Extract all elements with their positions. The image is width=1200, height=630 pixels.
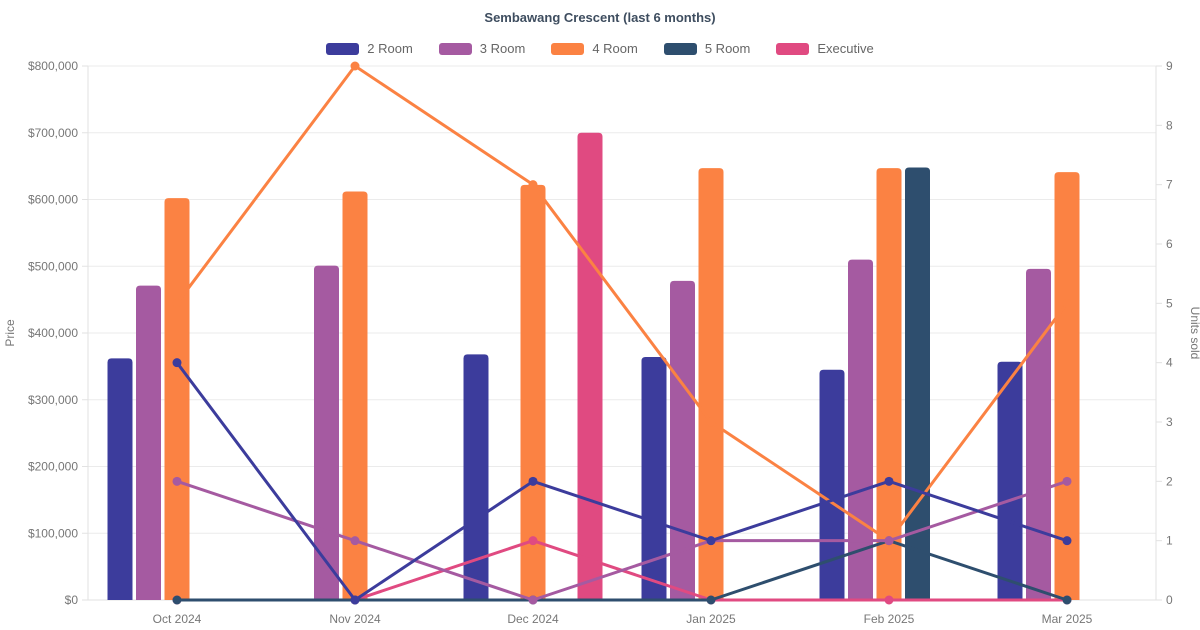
y-right-tick-label: 8 bbox=[1166, 118, 1173, 132]
y-right-tick-label: 7 bbox=[1166, 178, 1173, 192]
bar-4-room-feb-2025[interactable] bbox=[876, 168, 902, 600]
bar-2-room-oct-2024[interactable] bbox=[107, 358, 133, 600]
y-right-tick-label: 2 bbox=[1166, 474, 1173, 488]
legend-item-5-room[interactable]: 5 Room bbox=[663, 41, 751, 56]
y-axis-title-left: Price bbox=[3, 319, 17, 347]
line-3-room bbox=[175, 479, 1069, 602]
y-left-tick-label: $600,000 bbox=[28, 193, 78, 207]
legend-label: 5 Room bbox=[704, 41, 751, 56]
point-4-room-dec-2024[interactable] bbox=[528, 180, 538, 190]
point-3-room-oct-2024[interactable] bbox=[172, 476, 182, 486]
y-right-tick-label: 0 bbox=[1166, 593, 1173, 607]
legend-swatch bbox=[776, 42, 810, 55]
legend-swatch bbox=[326, 42, 360, 55]
bar-4-room-nov-2024[interactable] bbox=[342, 191, 368, 601]
bar-3-room-nov-2024[interactable] bbox=[314, 265, 339, 600]
y-right-tick-label: 4 bbox=[1166, 356, 1173, 370]
y-left-tick-label: $100,000 bbox=[28, 526, 78, 540]
bar-executive-dec-2024[interactable] bbox=[577, 132, 603, 600]
bar-2-room-mar-2025[interactable] bbox=[997, 361, 1023, 600]
legend-item-executive[interactable]: Executive bbox=[776, 41, 874, 56]
y-left-tick-label: $800,000 bbox=[28, 59, 78, 73]
y-right-tick-label: 6 bbox=[1166, 237, 1173, 251]
y-right-tick-label: 9 bbox=[1166, 59, 1173, 73]
legend-label: 3 Room bbox=[479, 41, 526, 56]
legend-item-4-room[interactable]: 4 Room bbox=[551, 41, 638, 56]
y-left-tick-label: $500,000 bbox=[28, 259, 78, 273]
y-left-tick-label: $300,000 bbox=[28, 393, 78, 407]
bar-4-room-mar-2025[interactable] bbox=[1054, 172, 1080, 600]
bar-3-room-jan-2025[interactable] bbox=[670, 280, 695, 600]
point-2-room-dec-2024[interactable] bbox=[528, 476, 538, 486]
y-left-tick-label: $0 bbox=[65, 593, 79, 607]
y-right-tick-label: 1 bbox=[1166, 534, 1173, 548]
point-2-room-oct-2024[interactable] bbox=[172, 358, 182, 368]
legend-label: Executive bbox=[817, 41, 874, 56]
bar-3-room-mar-2025[interactable] bbox=[1026, 268, 1051, 600]
point-2-room-mar-2025[interactable] bbox=[1062, 536, 1072, 546]
y-left-tick-label: $400,000 bbox=[28, 326, 78, 340]
bar-2-room-dec-2024[interactable] bbox=[463, 354, 489, 600]
point-2-room-jan-2025[interactable] bbox=[706, 536, 716, 546]
chart-title: Sembawang Crescent (last 6 months) bbox=[484, 10, 716, 25]
point-2-room-nov-2024[interactable] bbox=[350, 595, 360, 605]
bar-4-room-oct-2024[interactable] bbox=[164, 198, 190, 601]
legend-label: 2 Room bbox=[367, 41, 413, 56]
bar-4-room-dec-2024[interactable] bbox=[520, 184, 546, 600]
x-axis-label: Mar 2025 bbox=[1042, 612, 1093, 626]
legend-swatch bbox=[663, 42, 697, 55]
bar-3-room-feb-2025[interactable] bbox=[848, 259, 873, 600]
y-right-tick-label: 5 bbox=[1166, 296, 1173, 310]
x-axis-label: Nov 2024 bbox=[329, 612, 381, 626]
y-right-tick-label: 3 bbox=[1166, 415, 1173, 429]
line-4-room bbox=[175, 64, 1069, 543]
point-4-room-jan-2025[interactable] bbox=[706, 417, 716, 427]
line-2-room bbox=[175, 361, 1069, 602]
point-executive-feb-2025[interactable] bbox=[884, 595, 894, 605]
point-5-room-mar-2025[interactable] bbox=[1062, 595, 1072, 605]
legend-item-2-room[interactable]: 2 Room bbox=[326, 41, 413, 56]
point-4-room-nov-2024[interactable] bbox=[350, 61, 360, 71]
point-2-room-feb-2025[interactable] bbox=[884, 476, 894, 486]
point-3-room-feb-2025[interactable] bbox=[884, 536, 894, 546]
point-3-room-mar-2025[interactable] bbox=[1062, 476, 1072, 486]
legend-swatch bbox=[438, 42, 472, 55]
bar-2-room-jan-2025[interactable] bbox=[641, 357, 667, 600]
point-4-room-mar-2025[interactable] bbox=[1062, 298, 1072, 308]
y-axis-title-right: Units sold bbox=[1188, 307, 1200, 360]
point-3-room-dec-2024[interactable] bbox=[528, 595, 538, 605]
legend-swatch bbox=[551, 42, 585, 55]
x-axis-label: Feb 2025 bbox=[864, 612, 915, 626]
point-4-room-oct-2024[interactable] bbox=[172, 298, 182, 308]
bar-4-room-jan-2025[interactable] bbox=[698, 168, 724, 600]
bar-2-room-feb-2025[interactable] bbox=[819, 369, 845, 600]
bar-3-room-oct-2024[interactable] bbox=[136, 285, 161, 600]
x-axis-label: Dec 2024 bbox=[507, 612, 559, 626]
x-axis-label: Jan 2025 bbox=[686, 612, 736, 626]
legend: 2 Room 3 Room 4 Room 5 Room Executive bbox=[0, 41, 1200, 56]
point-5-room-oct-2024[interactable] bbox=[172, 595, 182, 605]
legend-item-3-room[interactable]: 3 Room bbox=[438, 41, 526, 56]
y-left-tick-label: $200,000 bbox=[28, 460, 78, 474]
y-left-tick-label: $700,000 bbox=[28, 126, 78, 140]
point-3-room-nov-2024[interactable] bbox=[350, 536, 360, 546]
point-executive-dec-2024[interactable] bbox=[528, 536, 538, 546]
point-5-room-jan-2025[interactable] bbox=[706, 595, 716, 605]
line-5-room bbox=[175, 539, 1069, 602]
x-axis-label: Oct 2024 bbox=[153, 612, 202, 626]
legend-label: 4 Room bbox=[592, 41, 638, 56]
